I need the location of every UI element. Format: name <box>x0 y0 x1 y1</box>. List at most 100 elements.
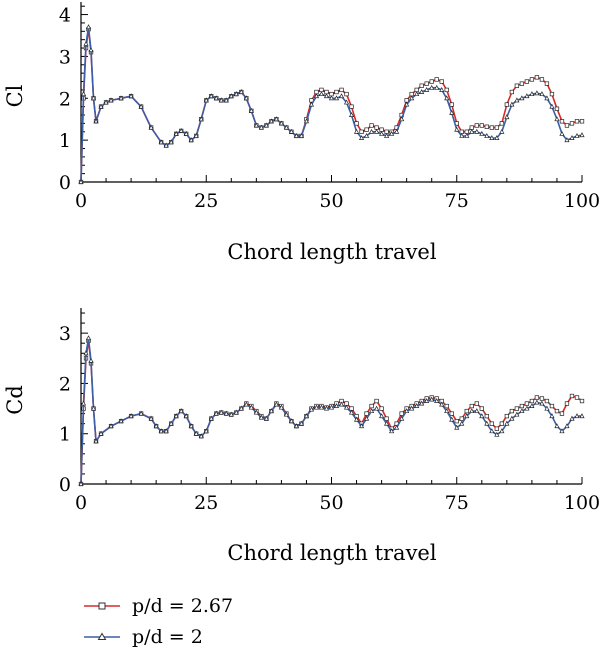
cl-point-p-d-2 <box>178 127 184 133</box>
cd-point-p-d-2 <box>298 420 305 426</box>
cl-point-p-d-2 <box>183 130 189 136</box>
cd-point-p-d-2 <box>569 415 575 421</box>
cd-point-p-d-2 <box>193 430 199 436</box>
cd-point-p-d-2 <box>489 428 495 434</box>
cl-point-p-d-2 <box>514 97 520 103</box>
cl-point-p-d-2 <box>163 142 169 148</box>
cl-point-p-d-2 <box>579 132 585 138</box>
cd-point-p-d-2-67 <box>449 411 454 416</box>
cd-point-p-d-2 <box>233 409 239 415</box>
cl-point-p-d-2 <box>223 97 229 103</box>
cl-point-p-d-2 <box>213 95 219 101</box>
cl-point-p-d-2-67 <box>484 124 489 129</box>
cd-point-p-d-2 <box>203 428 209 434</box>
cl-point-p-d-2 <box>278 120 284 126</box>
cd-point-p-d-2 <box>404 408 410 414</box>
cd-point-p-d-2 <box>459 420 465 426</box>
cd-point-p-d-2-67 <box>454 418 459 424</box>
cd-point-p-d-2 <box>198 433 204 439</box>
legend-square-marker <box>98 602 106 610</box>
cl-point-p-d-2 <box>539 91 545 97</box>
cl-point-p-d-2-67 <box>519 81 525 86</box>
cl-point-p-d-2 <box>253 122 259 128</box>
cl-point-p-d-2 <box>328 95 335 101</box>
cd-point-p-d-2 <box>484 420 490 426</box>
cl-y-tick-label: 0 <box>59 172 71 194</box>
cd-point-p-d-2 <box>389 428 395 434</box>
cd-point-p-d-2 <box>369 408 375 414</box>
cl-series-p-d-2-67 <box>78 27 585 185</box>
cl-point-p-d-2 <box>529 91 535 97</box>
cd-point-p-d-2 <box>258 414 264 420</box>
cl-point-p-d-2-67 <box>434 77 439 82</box>
cl-point-p-d-2-67 <box>549 91 555 97</box>
cd-point-p-d-2-67 <box>469 403 474 409</box>
cl-point-p-d-2 <box>303 118 310 124</box>
cd-point-p-d-2 <box>148 415 154 421</box>
cd-point-p-d-2 <box>263 415 269 421</box>
cd-chart: 0 25 50 75 100 0 1 2 3 Chord length travel Cd <box>3 308 600 565</box>
cl-y-tick-label: 1 <box>59 130 71 152</box>
cl-x-tick-label: 75 <box>445 190 469 212</box>
cl-point-p-d-2 <box>288 128 294 134</box>
cl-point-p-d-2 <box>293 133 300 138</box>
cl-point-p-d-2 <box>534 90 540 96</box>
cd-point-p-d-2 <box>98 430 104 436</box>
cl-point-p-d-2-67 <box>544 81 550 86</box>
cd-point-p-d-2 <box>353 416 360 422</box>
legend-label-p-d-2: p/d = 2 <box>132 626 203 648</box>
cl-point-p-d-2 <box>484 133 490 138</box>
cl-point-p-d-2-67 <box>359 129 364 134</box>
cd-point-p-d-2 <box>163 428 169 434</box>
cl-point-p-d-2-67 <box>349 104 354 109</box>
cl-point-p-d-2 <box>504 114 510 120</box>
cl-point-p-d-2-67 <box>429 79 434 84</box>
cl-point-p-d-2 <box>193 133 199 138</box>
cd-point-p-d-2 <box>88 357 94 363</box>
cd-point-p-d-2 <box>183 413 189 419</box>
cl-point-p-d-2 <box>80 91 87 97</box>
cl-point-p-d-2-67 <box>369 123 374 128</box>
cl-point-p-d-2-67 <box>334 89 339 95</box>
cd-x-axis-label: Chord length travel <box>227 541 436 565</box>
cd-point-p-d-2 <box>554 423 560 429</box>
cd-point-p-d-2 <box>358 423 365 429</box>
cl-point-p-d-2 <box>323 93 330 99</box>
cl-point-p-d-2 <box>273 116 279 122</box>
cd-point-p-d-2 <box>348 409 355 415</box>
cd-point-p-d-2 <box>539 400 545 406</box>
cl-x-axis-label: Chord length travel <box>227 240 436 264</box>
cl-point-p-d-2 <box>554 116 560 122</box>
cd-point-p-d-2 <box>469 408 475 414</box>
cd-point-p-d-2 <box>338 401 345 407</box>
cd-point-p-d-2 <box>80 400 87 406</box>
cd-point-p-d-2 <box>424 398 430 403</box>
cl-y-tick-label: 4 <box>59 5 71 27</box>
cl-point-p-d-2-67 <box>559 119 565 124</box>
cd-point-p-d-2 <box>228 411 234 417</box>
cd-point-p-d-2 <box>243 401 249 407</box>
cl-point-p-d-2-67 <box>444 87 449 93</box>
cl-point-p-d-2 <box>338 93 345 99</box>
cl-point-p-d-2-67 <box>489 125 494 130</box>
cd-point-p-d-2-67 <box>519 403 525 409</box>
cd-point-p-d-2 <box>504 420 510 426</box>
cl-point-p-d-2-67 <box>344 91 349 97</box>
cd-point-p-d-2-67 <box>529 398 535 404</box>
legend-item-p-d-2: p/d = 2 <box>84 626 203 648</box>
cl-point-p-d-2 <box>379 130 385 136</box>
cd-point-p-d-2-67 <box>474 401 479 406</box>
cl-point-p-d-2 <box>258 124 264 130</box>
cl-point-p-d-2 <box>384 133 390 138</box>
cd-point-p-d-2 <box>278 404 284 410</box>
cl-point-p-d-2-67 <box>364 127 369 132</box>
cd-point-p-d-2 <box>85 335 92 341</box>
cl-point-p-d-2 <box>494 135 500 140</box>
cl-x-tick-label: 100 <box>564 190 600 212</box>
cd-x-tick-label: 75 <box>445 492 469 514</box>
cd-point-p-d-2 <box>213 410 219 416</box>
cd-point-p-d-2 <box>83 350 89 356</box>
cd-point-p-d-2 <box>273 401 279 407</box>
cd-point-p-d-2 <box>474 408 480 414</box>
cl-point-p-d-2 <box>263 122 269 128</box>
